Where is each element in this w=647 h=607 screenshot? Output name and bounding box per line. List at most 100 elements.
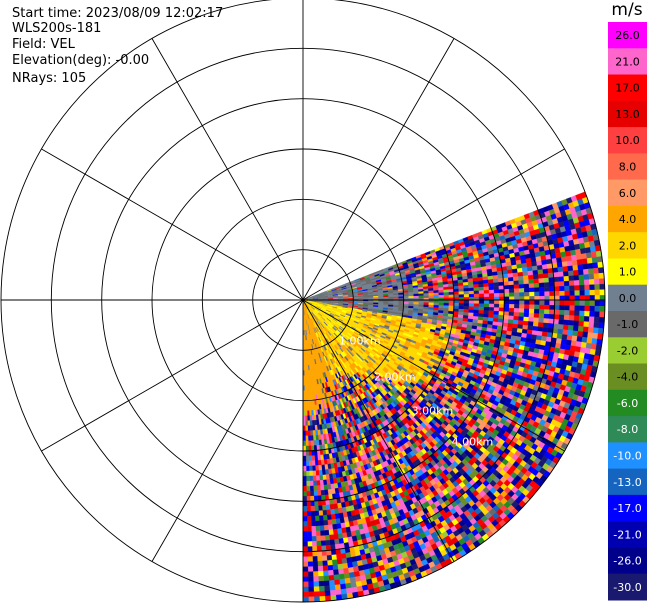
data-gate-cell xyxy=(463,291,470,295)
data-gate-cell xyxy=(493,285,500,291)
data-gate-cell xyxy=(498,285,505,290)
data-gate-cell xyxy=(574,300,580,306)
data-gate-cell xyxy=(593,316,600,323)
data-gate-cell xyxy=(599,311,605,318)
data-gate-cell xyxy=(508,315,514,321)
data-gate-cell xyxy=(558,271,564,278)
data-gate-cell xyxy=(457,282,464,287)
data-gate-cell xyxy=(528,312,535,318)
data-gate-cell xyxy=(588,273,595,280)
data-gate-cell xyxy=(514,300,520,305)
data-gate-cell xyxy=(549,291,555,297)
data-gate-cell xyxy=(544,309,550,315)
data-gate-cell xyxy=(554,291,560,297)
data-gate-cell xyxy=(567,329,574,336)
data-gate-cell xyxy=(522,320,529,326)
data-gate-cell xyxy=(443,294,450,298)
data-gate-cell xyxy=(514,304,520,309)
data-gate-cell xyxy=(503,288,510,294)
data-gate-cell xyxy=(543,277,550,283)
data-gate-cell xyxy=(586,337,593,344)
data-gate-cell xyxy=(564,290,570,296)
data-gate-cell xyxy=(519,300,525,305)
data-gate-cell xyxy=(584,305,590,312)
data-gate-cell xyxy=(503,285,510,290)
data-gate-cell xyxy=(483,303,490,308)
data-gate-cell xyxy=(534,304,540,310)
data-gate-cell xyxy=(493,307,500,312)
data-gate-cell xyxy=(383,295,389,298)
data-gate-cell xyxy=(558,281,565,287)
data-gate-cell xyxy=(428,292,434,296)
data-gate-cell xyxy=(566,334,573,341)
data-gate-cell xyxy=(477,280,484,285)
data-gate-cell xyxy=(594,284,600,291)
data-gate-cell xyxy=(443,300,450,304)
data-gate-cell xyxy=(518,284,525,289)
data-gate-cell xyxy=(573,275,580,281)
data-gate-cell xyxy=(539,291,545,297)
data-gate-cell xyxy=(393,300,399,303)
data-gate-cell xyxy=(569,290,575,296)
data-gate-cell xyxy=(544,286,550,292)
data-gate-cell xyxy=(534,291,540,297)
data-gate-cell xyxy=(570,340,577,347)
data-gate-cell xyxy=(544,291,550,297)
data-gate-cell xyxy=(599,283,605,290)
data-gate-cell xyxy=(594,300,601,307)
data-gate-cell xyxy=(513,308,520,313)
data-gate-cell xyxy=(560,251,567,258)
data-gate-cell xyxy=(548,277,555,283)
data-gate-cell xyxy=(559,300,565,306)
data-gate-cell xyxy=(473,300,480,304)
data-gate-cell xyxy=(594,311,600,318)
data-gate-cell xyxy=(463,284,469,289)
data-gate-cell xyxy=(578,279,585,286)
data-gate-cell xyxy=(453,303,460,307)
data-gate-cell xyxy=(494,300,500,305)
data-gate-cell xyxy=(587,332,594,339)
data-gate-cell xyxy=(544,300,550,306)
data-gate-cell xyxy=(544,304,550,310)
data-gate-cell xyxy=(467,281,474,286)
data-gate-cell xyxy=(388,296,394,299)
data-gate-cell xyxy=(579,290,585,296)
data-gate-cell xyxy=(458,300,465,304)
data-gate-cell xyxy=(493,289,500,294)
data-gate-cell xyxy=(554,300,560,306)
data-gate-cell xyxy=(487,279,494,284)
data-gate-cell xyxy=(504,292,510,297)
data-gate-cell xyxy=(561,256,568,263)
data-gate-cell xyxy=(438,287,444,291)
data-gate-cell xyxy=(484,300,490,305)
data-gate-cell xyxy=(561,334,568,341)
data-gate-cell xyxy=(533,278,540,284)
data-gate-cell xyxy=(428,290,434,294)
data-gate-cell xyxy=(448,300,455,304)
data-gate-cell xyxy=(572,330,579,337)
data-gate-cell xyxy=(534,287,540,293)
data-gate-cell xyxy=(598,272,605,279)
data-gate-cell xyxy=(553,276,560,283)
data-gate-cell xyxy=(564,285,570,292)
data-gate-cell xyxy=(577,326,584,332)
data-gate-cell xyxy=(508,277,514,282)
data-gate-cell xyxy=(526,266,533,272)
data-gate-cell xyxy=(588,316,595,323)
data-gate-cell xyxy=(408,296,414,299)
data-gate-cell xyxy=(517,271,524,277)
data-gate-cell xyxy=(572,325,579,332)
data-gate-cell xyxy=(589,289,596,296)
data-gate-cell xyxy=(583,316,590,323)
data-gate-cell xyxy=(468,309,474,314)
data-gate-cell xyxy=(413,291,419,295)
data-gate-cell xyxy=(558,276,565,282)
data-gate-cell xyxy=(578,320,585,327)
data-gate-cell xyxy=(523,312,530,318)
data-gate-cell xyxy=(468,290,475,295)
data-gate-cell xyxy=(508,311,515,317)
data-gate-cell xyxy=(493,303,500,308)
data-gate-cell xyxy=(564,305,570,311)
data-gate-cell xyxy=(518,312,525,318)
data-gate-cell xyxy=(403,296,409,299)
